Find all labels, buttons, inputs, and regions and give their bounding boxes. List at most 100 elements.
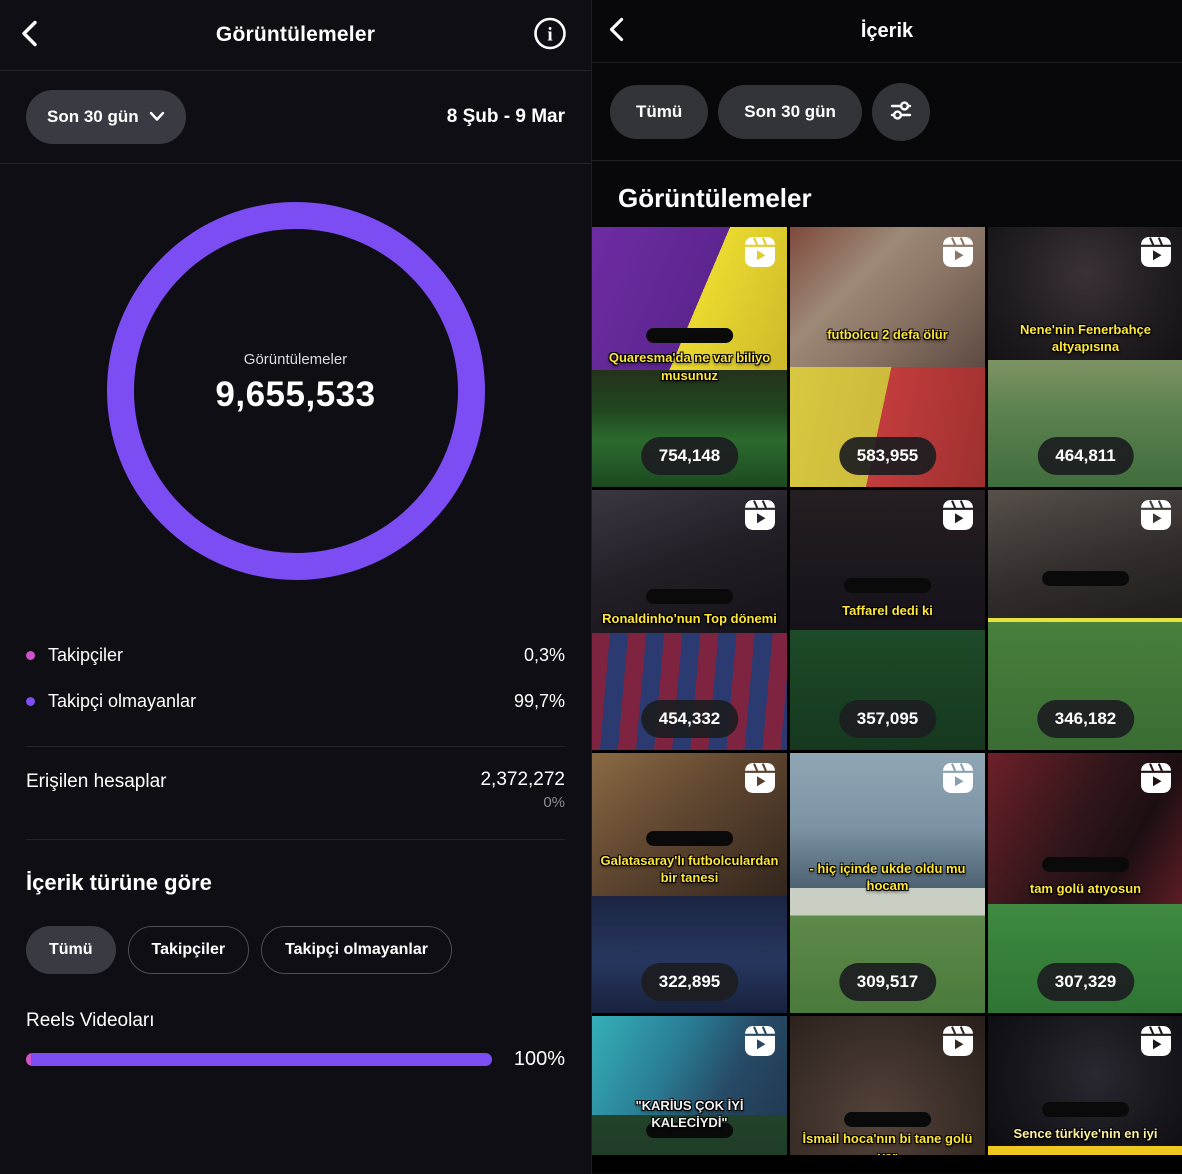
svg-text:i: i	[547, 25, 552, 46]
reels-grid: Quaresma'da ne var biliyo musunuz 754,14…	[592, 227, 1182, 1155]
page-title: Görüntülemeler	[215, 23, 376, 46]
censor-bar	[645, 588, 734, 604]
reel-caption: "KARİUS ÇOK İYİ KALECİYDİ"	[635, 1097, 744, 1131]
content-panel: İçerik Tümü Son 30 gün Görüntülemeler	[591, 0, 1182, 1174]
legend-value: 0,3%	[523, 644, 565, 665]
reel-view-count: 309,517	[838, 963, 937, 1001]
reached-accounts-values: 2,372,272 0%	[480, 769, 565, 811]
reached-accounts-row: Erişilen hesaplar 2,372,272 0%	[0, 769, 591, 811]
legend-dot-icon	[26, 696, 35, 706]
reached-accounts-value: 2,372,272	[480, 769, 565, 790]
content-type-tab[interactable]: Takipçi olmayanlar	[261, 926, 452, 974]
reel-view-count: 583,955	[838, 437, 937, 475]
legend-row: Takipçiler 0,3%	[26, 632, 565, 678]
views-panel: Görüntülemeler i Son 30 gün 8 Şub - 9 Ma…	[0, 0, 591, 1174]
date-range-dropdown-label: Son 30 gün	[47, 107, 139, 126]
donut-center: Görüntülemeler 9,655,533	[0, 194, 591, 572]
content-type-tabs: Tümü Takipçiler Takipçi olmayanlar	[26, 926, 565, 974]
reel-view-count: 322,895	[640, 963, 739, 1001]
content-type-heading: İçerik türüne göre	[26, 870, 212, 895]
content-type-tab[interactable]: Tümü	[26, 926, 116, 974]
reels-icon	[745, 763, 775, 793]
reels-icon	[745, 1026, 775, 1056]
reel-view-count: 307,329	[1036, 963, 1135, 1001]
legend-value: 99,7%	[513, 690, 565, 711]
reel-thumbnail-bottom-image	[988, 1146, 1182, 1155]
legend-label: Takipçiler	[48, 644, 124, 665]
filter-range-button[interactable]: Son 30 gün	[718, 84, 862, 139]
followers-segment	[26, 1053, 31, 1066]
reached-accounts-delta: 0%	[543, 794, 565, 811]
reels-progress-bar	[26, 1053, 492, 1066]
censor-bar	[843, 1112, 932, 1128]
reel-thumbnail[interactable]: Ronaldinho'nun Top dönemi 454,332	[592, 490, 787, 750]
filter-settings-button[interactable]	[871, 82, 930, 141]
legend-row: Takipçi olmayanlar 99,7%	[26, 678, 565, 724]
reel-thumbnail[interactable]: Taffarel dedi ki 357,095	[790, 490, 985, 750]
info-circle-icon: i	[533, 17, 567, 54]
reels-icon	[1141, 237, 1171, 267]
grid-bottom-strip	[592, 1155, 1182, 1173]
reel-thumbnail[interactable]: Sence türkiye'nin en iyi	[988, 1016, 1182, 1155]
chevron-down-icon	[149, 107, 165, 127]
info-button[interactable]: i	[527, 11, 573, 60]
filter-all-button[interactable]: Tümü	[610, 84, 709, 139]
date-range-dropdown[interactable]: Son 30 gün	[26, 90, 186, 144]
censor-bar	[843, 578, 932, 594]
thumbnail-divider-strip	[988, 618, 1182, 622]
reel-thumbnail[interactable]: "KARİUS ÇOK İYİ KALECİYDİ"	[592, 1016, 787, 1155]
reel-caption: - hiç içinde ukde oldu mu hocam	[809, 860, 966, 894]
censor-bar	[645, 328, 734, 344]
back-button[interactable]	[12, 14, 48, 57]
page-title: İçerik	[860, 19, 914, 42]
censor-bar	[645, 1122, 734, 1138]
reel-thumbnail[interactable]: Galatasaray'lı futbolculardan bir tanesi…	[592, 753, 787, 1013]
reels-icon	[943, 237, 973, 267]
reached-accounts-label: Erişilen hesaplar	[26, 771, 167, 792]
reel-thumbnail[interactable]: Nene'nin Fenerbahçe altyapısına 464,811	[988, 227, 1182, 487]
reel-caption: Quaresma'da ne var biliyo musunuz	[608, 350, 771, 383]
divider	[26, 746, 565, 747]
reel-caption: Sence türkiye'nin en iyi	[1013, 1126, 1158, 1142]
reel-caption: Nene'nin Fenerbahçe altyapısına	[1020, 321, 1151, 355]
reels-icon	[745, 237, 775, 267]
reel-caption: İsmail hoca'nın bi tane golü var	[802, 1131, 973, 1155]
reel-thumbnail[interactable]: tam golü atıyosun 307,329	[988, 753, 1182, 1013]
date-range-text: 8 Şub - 9 Mar	[446, 106, 565, 127]
reel-caption: Galatasaray'lı futbolculardan bir tanesi	[600, 852, 779, 886]
censor-bar	[1041, 1101, 1130, 1117]
reel-caption: futbolcu 2 defa ölür	[827, 326, 948, 342]
reels-icon	[943, 500, 973, 530]
chevron-left-icon	[606, 17, 628, 46]
reel-caption: Taffarel dedi ki	[842, 602, 933, 618]
content-filter-row: Tümü Son 30 gün	[592, 63, 1182, 161]
donut-label: Görüntülemeler	[243, 351, 348, 368]
reel-view-count: 346,182	[1036, 700, 1135, 738]
views-section-heading: Görüntülemeler	[618, 183, 812, 213]
legend-label: Takipçi olmayanlar	[48, 690, 197, 711]
censor-bar	[1041, 857, 1130, 872]
reel-thumbnail[interactable]: İsmail hoca'nın bi tane golü var	[790, 1016, 985, 1155]
reel-thumbnail[interactable]: 346,182	[988, 490, 1182, 750]
reel-view-count: 454,332	[640, 700, 739, 738]
reels-icon	[1141, 763, 1171, 793]
filter-row: Son 30 gün 8 Şub - 9 Mar	[0, 71, 591, 164]
reels-icon	[1141, 1026, 1171, 1056]
reel-thumbnail[interactable]: Quaresma'da ne var biliyo musunuz 754,14…	[592, 227, 787, 487]
content-type-tab[interactable]: Takipçiler	[127, 926, 250, 974]
reel-caption: tam golü atıyosun	[1029, 881, 1142, 897]
chevron-left-icon	[18, 20, 42, 51]
reel-view-count: 754,148	[640, 437, 739, 475]
reel-thumbnail[interactable]: - hiç içinde ukde oldu mu hocam 309,517	[790, 753, 985, 1013]
censor-bar	[645, 831, 734, 846]
donut-value: 9,655,533	[215, 375, 376, 414]
reel-thumbnail[interactable]: futbolcu 2 defa ölür 583,955	[790, 227, 985, 487]
sliders-icon	[887, 96, 915, 127]
reels-icon	[1141, 500, 1171, 530]
censor-bar	[1041, 570, 1130, 586]
back-button[interactable]	[600, 11, 634, 52]
non-followers-segment	[31, 1053, 492, 1066]
divider	[26, 839, 565, 840]
reel-view-count: 464,811	[1037, 437, 1134, 475]
